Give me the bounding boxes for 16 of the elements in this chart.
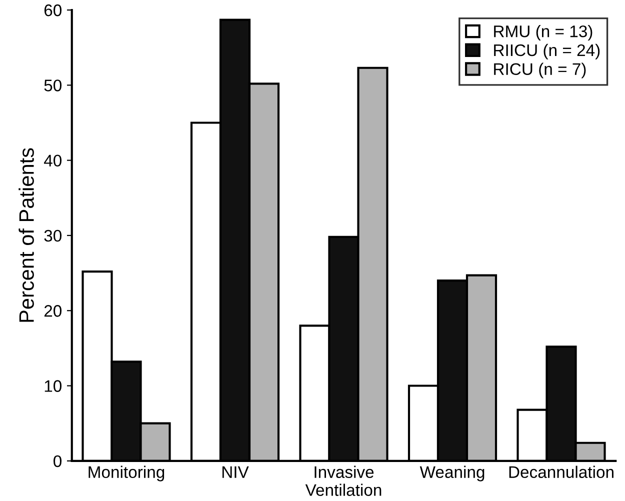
y-tick-label: 10 [44, 380, 62, 392]
y-tick-label: 50 [44, 80, 62, 92]
legend-label: RMU (n = 13) [494, 25, 592, 41]
x-tick-label: Invasive Ventilation [305, 466, 382, 496]
y-axis-title: Percent of Patients [18, 148, 34, 322]
x-tick-label: Decannulation [509, 466, 614, 478]
x-tick-label: Monitoring [88, 466, 164, 482]
y-tick-label: 60 [44, 4, 62, 16]
legend-label: RICU (n = 7) [494, 62, 586, 78]
y-tick-label: 20 [44, 305, 62, 317]
y-tick-label: 0 [54, 455, 62, 468]
y-tick-label: 30 [44, 230, 62, 242]
legend-label: RIICU (n = 24) [494, 44, 600, 60]
x-tick-label: Weaning [420, 466, 484, 482]
x-tick-label: NIV [222, 466, 249, 478]
y-tick-label: 40 [44, 154, 62, 167]
